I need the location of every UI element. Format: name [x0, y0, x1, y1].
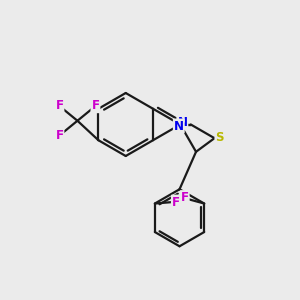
Text: F: F — [56, 129, 63, 142]
Text: F: F — [92, 99, 99, 112]
Text: F: F — [56, 99, 63, 112]
Text: F: F — [181, 191, 189, 204]
Text: S: S — [215, 130, 224, 143]
Text: N: N — [177, 116, 188, 129]
Text: F: F — [172, 196, 180, 208]
Text: N: N — [174, 119, 184, 133]
